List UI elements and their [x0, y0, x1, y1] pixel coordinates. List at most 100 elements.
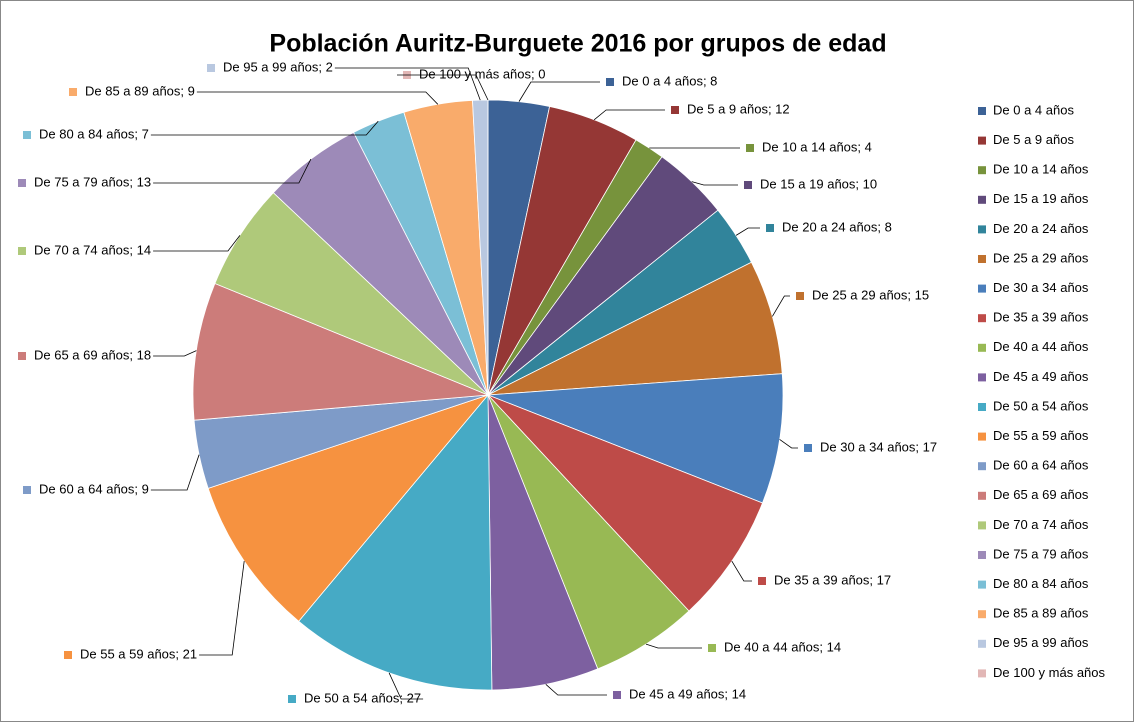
data-label: De 70 a 74 años; 14	[34, 242, 151, 257]
legend-label: De 20 a 24 años	[993, 221, 1089, 236]
data-label: De 55 a 59 años; 21	[80, 646, 197, 661]
legend-key	[978, 314, 986, 323]
data-label: De 75 a 79 años; 13	[34, 174, 151, 189]
label-key	[23, 486, 31, 494]
label-key	[23, 131, 31, 139]
label-key	[18, 247, 26, 255]
data-label: De 80 a 84 años; 7	[39, 126, 149, 141]
label-key	[69, 88, 77, 96]
leader-line	[199, 561, 245, 656]
legend-key	[978, 284, 986, 293]
label-key	[18, 179, 26, 187]
label-key	[744, 181, 752, 189]
legend-label: De 75 a 79 años	[993, 546, 1089, 561]
data-label: De 45 a 49 años; 14	[629, 686, 746, 701]
legend-key	[978, 373, 986, 382]
label-key	[708, 644, 716, 652]
legend-label: De 45 a 49 años	[993, 369, 1089, 384]
leader-line	[593, 109, 665, 121]
data-label: De 25 a 29 años; 15	[812, 287, 929, 302]
legend-label: De 35 a 39 años	[993, 310, 1089, 325]
data-label: De 65 a 69 años; 18	[34, 347, 151, 362]
label-key	[18, 352, 26, 360]
legend-label: De 95 a 99 años	[993, 635, 1089, 650]
data-label: De 10 a 14 años; 4	[762, 139, 872, 154]
leader-line	[150, 120, 379, 136]
legend-key	[978, 225, 986, 234]
legend-label: De 0 a 4 años	[993, 102, 1074, 117]
leader-line	[645, 643, 702, 649]
leader-line	[518, 81, 600, 102]
leader-line	[735, 227, 760, 236]
leader-line	[397, 74, 489, 101]
legend-key	[978, 432, 986, 441]
legend-label: De 80 a 84 años	[993, 576, 1089, 591]
legend-label: De 100 y más años	[993, 665, 1106, 680]
legend-label: De 55 a 59 años	[993, 428, 1089, 443]
leader-line	[150, 454, 200, 491]
leader-line	[388, 672, 424, 700]
chart-title: Población Auritz-Burguete 2016 por grupo…	[269, 30, 886, 58]
legend-key	[978, 136, 986, 145]
data-label: De 30 a 34 años; 17	[820, 439, 937, 454]
leader-line	[334, 67, 481, 101]
data-label: De 20 a 24 años; 8	[782, 219, 892, 234]
leader-line	[196, 91, 439, 105]
leader-line	[779, 439, 798, 449]
label-key	[671, 106, 679, 114]
legend-key	[978, 669, 986, 678]
legend-key	[978, 551, 986, 559]
legend-key	[978, 107, 986, 115]
label-key	[804, 444, 812, 452]
data-label: De 95 a 99 años; 2	[223, 59, 333, 74]
label-key	[746, 144, 754, 152]
label-key	[796, 292, 804, 300]
leader-line	[545, 683, 607, 696]
pie-slice	[487, 373, 784, 504]
leader-line	[153, 235, 241, 252]
legend-key	[978, 610, 986, 619]
legend-key	[978, 639, 986, 648]
leader-line	[772, 295, 790, 317]
legend-key	[978, 403, 986, 411]
data-label: De 50 a 54 años; 27	[304, 690, 421, 705]
pie-slice	[487, 394, 764, 612]
label-key	[766, 224, 774, 232]
leader-line	[731, 560, 752, 582]
legend-key	[978, 166, 986, 175]
label-key	[64, 651, 72, 659]
legend-key	[978, 343, 986, 352]
legend-key	[978, 491, 986, 500]
legend-label: De 25 a 29 años	[993, 250, 1089, 265]
data-label: De 15 a 19 años; 10	[760, 176, 877, 191]
legend-label: De 85 a 89 años	[993, 606, 1089, 621]
legend-label: De 40 a 44 años	[993, 339, 1089, 354]
legend-label: De 50 a 54 años	[993, 398, 1089, 413]
data-label: De 100 y más años; 0	[419, 66, 545, 81]
legend-label: De 30 a 34 años	[993, 280, 1089, 295]
label-key	[606, 78, 614, 86]
data-label: De 0 a 4 años; 8	[622, 73, 717, 88]
legend-label: De 10 a 14 años	[993, 162, 1089, 177]
legend-key	[978, 580, 986, 589]
legend-key	[978, 521, 986, 530]
label-key	[207, 64, 215, 72]
leader-line	[153, 350, 197, 357]
leader-line	[153, 158, 312, 184]
label-key	[613, 691, 621, 699]
legend-key	[978, 195, 986, 204]
legend-label: De 15 a 19 años	[993, 191, 1089, 206]
legend-label: De 5 a 9 años	[993, 132, 1074, 147]
legend-label: De 60 a 64 años	[993, 458, 1089, 473]
legend-key	[978, 255, 986, 263]
data-label: De 60 a 64 años; 9	[39, 481, 149, 496]
data-label: De 40 a 44 años; 14	[724, 639, 841, 654]
legend-label: De 70 a 74 años	[993, 517, 1089, 532]
pie-slice	[298, 393, 493, 691]
leader-line	[691, 181, 738, 186]
legend-key	[978, 462, 986, 471]
label-key	[758, 577, 766, 585]
data-label: De 5 a 9 años; 12	[687, 101, 790, 116]
data-label: De 85 a 89 años; 9	[85, 83, 195, 98]
